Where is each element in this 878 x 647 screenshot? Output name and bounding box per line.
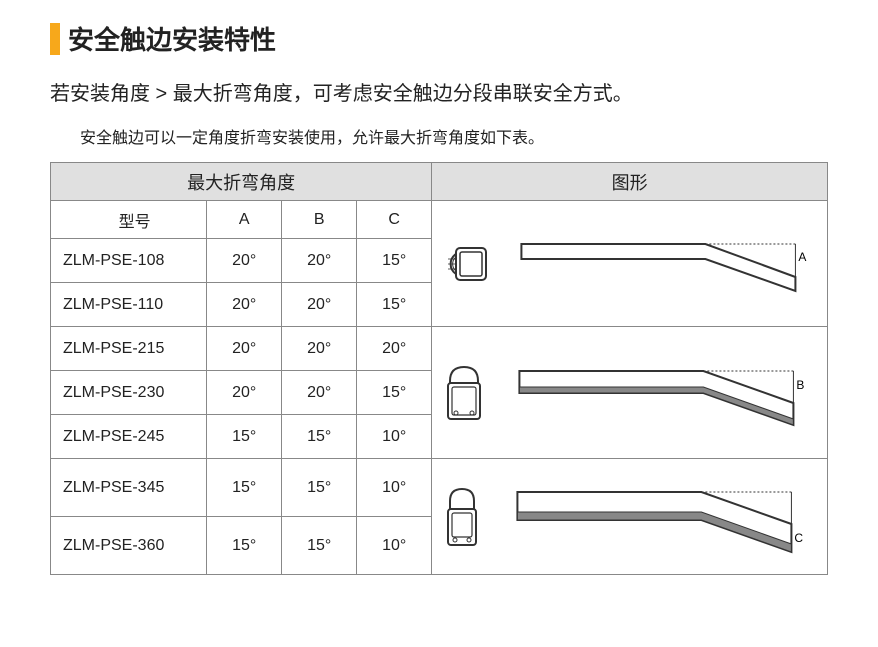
profile-icon-3 [442,485,482,549]
cell-b: 15° [282,415,357,459]
cell-a: 15° [207,459,282,517]
cell-b: 20° [282,327,357,371]
angle-table: 最大折弯角度 图形 型号 A B C [50,162,828,575]
cell-b: 20° [282,239,357,283]
cell-c: 15° [357,239,432,283]
angle-label-c: C [795,531,804,545]
profile-icon-2 [442,363,486,423]
cell-a: 20° [207,283,282,327]
title-row: 安全触边安装特性 [50,20,828,57]
cell-model: ZLM-PSE-360 [51,517,207,575]
bend-diagram-a: A [504,229,817,299]
cell-model: ZLM-PSE-110 [51,283,207,327]
cell-model: ZLM-PSE-215 [51,327,207,371]
cell-c: 15° [357,371,432,415]
angle-label-a: A [799,250,807,264]
cell-c: 15° [357,283,432,327]
cell-a: 15° [207,517,282,575]
title-accent-bar [50,23,60,55]
bend-diagram-b: B [500,353,817,433]
subheader-b: B [282,201,357,239]
cell-b: 15° [282,459,357,517]
cell-a: 20° [207,239,282,283]
subtitle-primary: 若安装角度 > 最大折弯角度，可考虑安全触边分段串联安全方式。 [50,77,828,106]
cell-model: ZLM-PSE-345 [51,459,207,517]
header-diagram: 图形 [432,163,828,201]
profile-icon-1 [442,244,490,284]
cell-b: 15° [282,517,357,575]
cell-b: 20° [282,371,357,415]
cell-c: 10° [357,459,432,517]
subheader-c: C [357,201,432,239]
cell-model: ZLM-PSE-108 [51,239,207,283]
angle-label-b: B [797,378,805,392]
bend-diagram-c: C [496,472,817,562]
cell-c: 10° [357,415,432,459]
cell-a: 15° [207,415,282,459]
cell-c: 20° [357,327,432,371]
cell-c: 10° [357,517,432,575]
cell-model: ZLM-PSE-230 [51,371,207,415]
diagram-cell-b: B [432,327,828,459]
cell-a: 20° [207,371,282,415]
subheader-model: 型号 [51,201,207,239]
page-title: 安全触边安装特性 [68,20,276,57]
header-max-angle: 最大折弯角度 [51,163,432,201]
diagram-cell-c: C [432,459,828,575]
cell-model: ZLM-PSE-245 [51,415,207,459]
cell-a: 20° [207,327,282,371]
subheader-a: A [207,201,282,239]
cell-b: 20° [282,283,357,327]
subtitle-secondary: 安全触边可以一定角度折弯安装使用，允许最大折弯角度如下表。 [80,124,828,148]
diagram-cell-a: A [432,201,828,327]
